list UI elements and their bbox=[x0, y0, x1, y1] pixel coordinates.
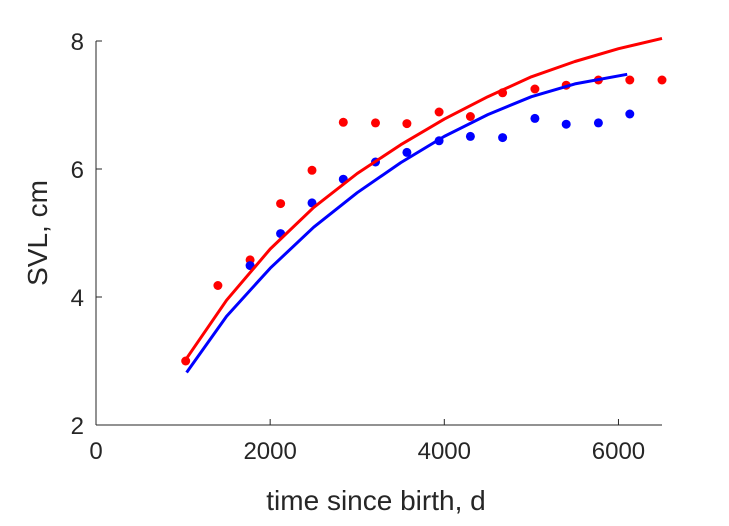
y-tick-label: 2 bbox=[71, 413, 84, 440]
axes-layer bbox=[95, 41, 662, 426]
data-point bbox=[465, 112, 475, 121]
data-point bbox=[530, 113, 540, 123]
y-tick-label: 8 bbox=[71, 29, 84, 56]
data-point bbox=[530, 84, 540, 94]
fit-curve bbox=[185, 72, 628, 374]
data-point bbox=[498, 133, 508, 143]
data-point bbox=[625, 109, 635, 119]
data-point bbox=[276, 199, 286, 209]
data-point bbox=[434, 107, 444, 117]
x-tick-label: 4000 bbox=[418, 438, 471, 465]
x-tick-label: 6000 bbox=[592, 438, 645, 465]
data-point bbox=[338, 117, 348, 127]
data-point bbox=[657, 75, 667, 85]
y-tick-label: 4 bbox=[71, 285, 84, 312]
data-point bbox=[593, 118, 603, 128]
x-axis-label: time since birth, d bbox=[266, 485, 485, 516]
x-ticks: 0 2000 4000 6000 bbox=[89, 419, 645, 465]
data-point bbox=[307, 165, 317, 175]
data-point bbox=[625, 75, 635, 85]
series-layer bbox=[181, 36, 667, 374]
data-point bbox=[371, 118, 380, 128]
x-tick-label: 0 bbox=[89, 438, 102, 465]
y-ticks: 2 4 6 8 bbox=[71, 29, 102, 440]
data-point bbox=[402, 119, 412, 129]
data-point bbox=[213, 281, 223, 290]
x-tick-label: 2000 bbox=[243, 438, 296, 465]
fit-curve bbox=[184, 36, 663, 361]
data-point bbox=[561, 119, 571, 129]
data-point bbox=[465, 131, 475, 141]
y-axis-label: SVL, cm bbox=[22, 180, 53, 286]
y-tick-label: 6 bbox=[71, 157, 84, 184]
data-point bbox=[402, 147, 412, 157]
